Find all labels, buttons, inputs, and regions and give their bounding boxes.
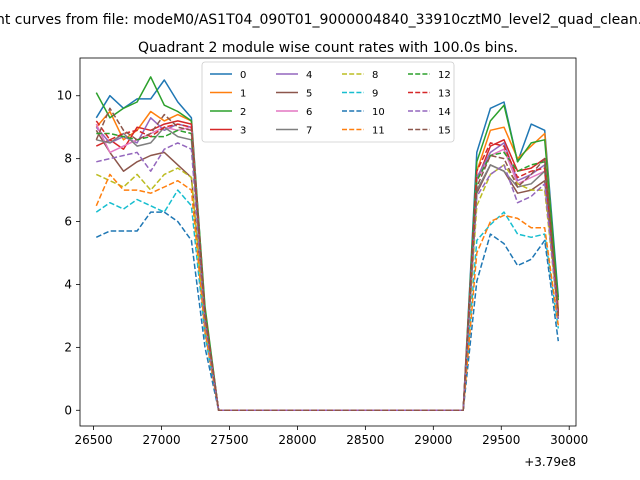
x-tick-label: 28000 xyxy=(278,433,316,447)
legend-label-14: 14 xyxy=(438,107,451,118)
x-offset-text: +3.79e8 xyxy=(524,455,576,469)
legend-label-10: 10 xyxy=(372,107,385,118)
x-tick-label: 28500 xyxy=(346,433,384,447)
legend-box xyxy=(201,61,455,143)
y-tick-label: 8 xyxy=(64,152,72,166)
legend-label-7: 7 xyxy=(306,126,312,137)
legend-label-2: 2 xyxy=(240,107,246,118)
legend-label-1: 1 xyxy=(240,89,246,100)
legend-label-13: 13 xyxy=(438,89,451,100)
x-tick-label: 27000 xyxy=(142,433,180,447)
legend-label-6: 6 xyxy=(306,107,312,118)
legend-label-3: 3 xyxy=(240,126,246,137)
axes-layer: 26500 27000 27500 28000 28500 29000 29500 30000… xyxy=(57,89,589,447)
y-tick-label: 6 xyxy=(64,215,72,229)
x-tick-label: 30000 xyxy=(550,433,588,447)
legend-label-11: 11 xyxy=(372,126,385,137)
x-tick-label: 29500 xyxy=(482,433,520,447)
legend-label-0: 0 xyxy=(240,70,246,81)
y-tick-label: 2 xyxy=(64,340,72,354)
axes-frame xyxy=(79,57,577,427)
legend-label-4: 4 xyxy=(306,70,312,81)
legend-label-12: 12 xyxy=(438,70,451,81)
y-tick-label: 4 xyxy=(64,277,72,291)
y-tick-label: 0 xyxy=(64,403,72,417)
series-layer xyxy=(95,76,560,412)
series-line-8 xyxy=(95,164,560,412)
x-tick-label: 27500 xyxy=(210,433,248,447)
series-line-15 xyxy=(95,107,560,412)
legend-label-8: 8 xyxy=(372,70,378,81)
legend-label-5: 5 xyxy=(306,89,312,100)
plot-title: Quadrant 2 module wise count rates with … xyxy=(138,40,518,56)
legend-label-9: 9 xyxy=(372,89,378,100)
figure-suptitle: Light curves from file: modeM0/AS1T04_09… xyxy=(0,12,640,28)
x-tick-label: 29000 xyxy=(414,433,452,447)
y-tick-label: 10 xyxy=(57,89,72,103)
x-tick-label: 26500 xyxy=(74,433,112,447)
legend-label-15: 15 xyxy=(438,126,451,137)
